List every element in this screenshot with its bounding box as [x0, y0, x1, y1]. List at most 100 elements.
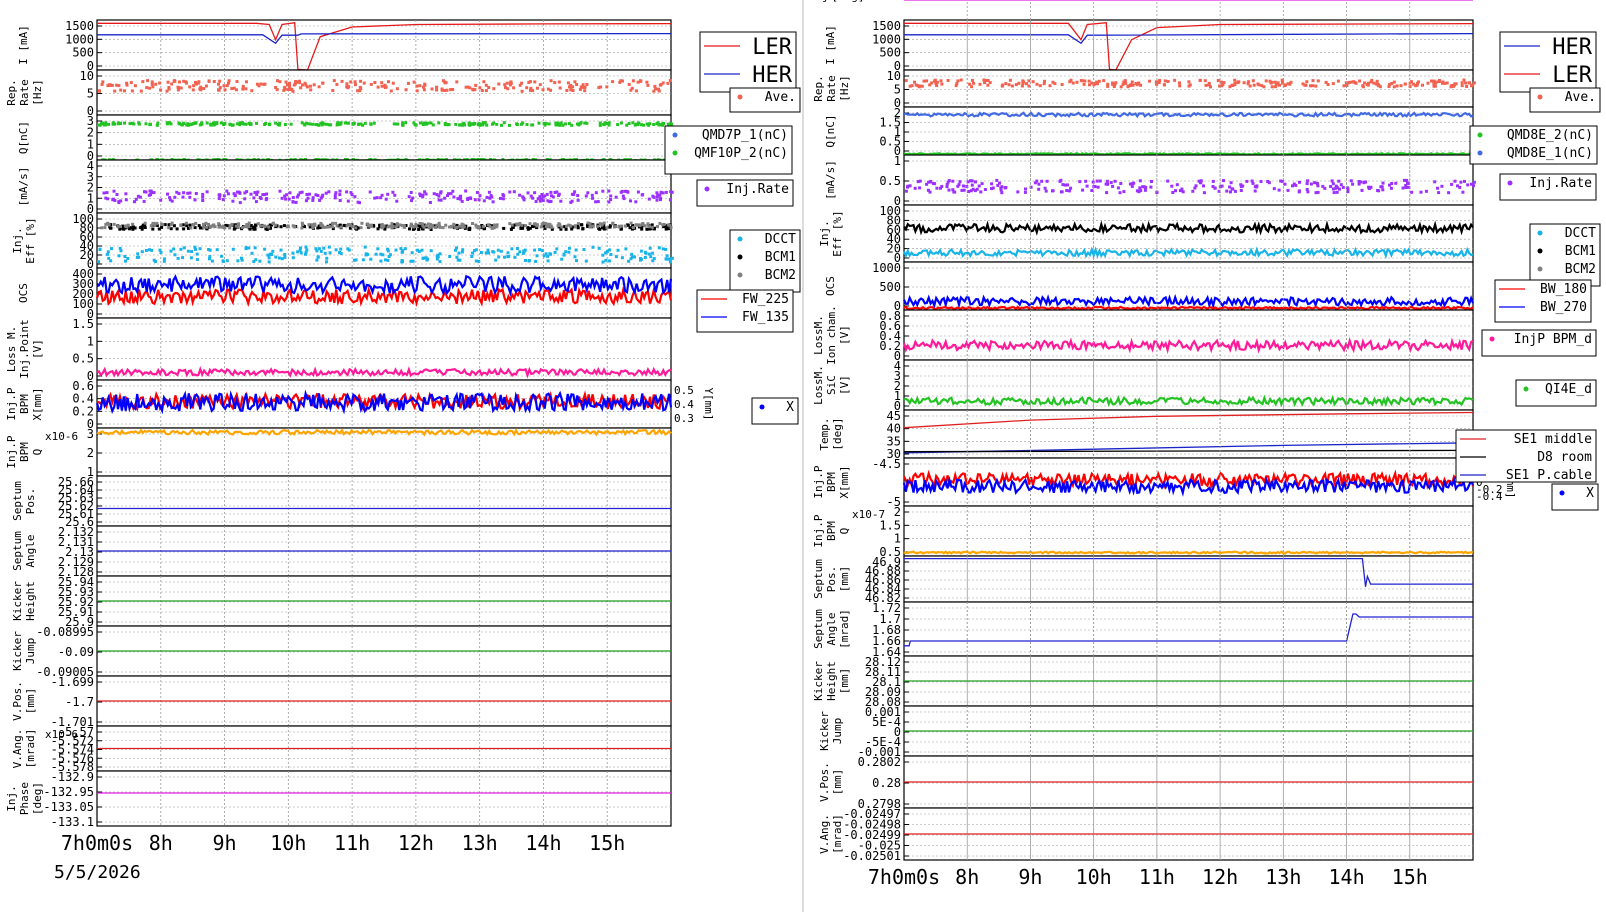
- data-point: [107, 122, 111, 126]
- data-point: [658, 196, 662, 200]
- data-point: [394, 248, 398, 252]
- data-point: [1121, 82, 1125, 86]
- data-point: [482, 199, 486, 203]
- data-point: [1178, 81, 1181, 85]
- data-point: [393, 193, 397, 197]
- data-point: [1112, 83, 1116, 87]
- data-point: [306, 196, 310, 200]
- data-point: [352, 258, 356, 262]
- data-point: [553, 250, 557, 254]
- data-point: [208, 255, 212, 259]
- data-point: [119, 249, 123, 253]
- data-point: [1306, 190, 1310, 194]
- series-line: [97, 32, 672, 45]
- data-point: [1278, 83, 1281, 87]
- data-point: [1102, 79, 1106, 83]
- y-axis-label: Kicker: [818, 711, 831, 751]
- data-point: [1375, 82, 1379, 86]
- data-point: [275, 88, 279, 92]
- legend-swatch: [1477, 150, 1483, 156]
- legend: InjP BPM_d: [1481, 329, 1597, 357]
- legend: QMD8E_2(nC)QMD8E_1(nC): [1469, 125, 1598, 165]
- data-point: [947, 188, 951, 192]
- data-point: [577, 122, 580, 126]
- data-point: [930, 81, 934, 85]
- data-point: [480, 89, 484, 92]
- data-point: [317, 85, 321, 89]
- data-point: [201, 195, 205, 199]
- data-point: [274, 223, 278, 227]
- y-tick-label: -5: [887, 495, 901, 509]
- data-point: [621, 79, 624, 83]
- data-point: [457, 251, 461, 255]
- data-point: [1027, 79, 1031, 83]
- data-point: [345, 82, 349, 86]
- data-point: [619, 190, 623, 194]
- data-point: [468, 122, 472, 126]
- y-tick-label: -5.574: [51, 743, 94, 757]
- data-point: [1209, 85, 1212, 89]
- data-point: [339, 247, 343, 251]
- data-point: [639, 79, 642, 83]
- data-point: [227, 81, 230, 85]
- data-point: [559, 121, 563, 125]
- data-point: [440, 87, 444, 91]
- data-point: [386, 225, 390, 229]
- data-point: [212, 123, 216, 127]
- data-point: [1194, 184, 1198, 188]
- data-point: [102, 191, 106, 195]
- data-point: [260, 224, 264, 228]
- y-axis-label: Q: [838, 528, 851, 535]
- y-tick-label: 25.94: [58, 575, 94, 589]
- data-point: [234, 88, 238, 92]
- y-tick-label: 5: [894, 83, 901, 97]
- data-point: [151, 85, 155, 89]
- data-point: [308, 84, 312, 88]
- data-point: [402, 225, 406, 229]
- data-point: [619, 79, 623, 83]
- data-point: [230, 222, 234, 226]
- data-point: [636, 190, 640, 194]
- data-point: [502, 194, 506, 198]
- data-point: [120, 225, 124, 229]
- y-tick-label: -0.02497: [843, 807, 901, 821]
- y-exponent: x10-6: [45, 430, 78, 443]
- data-point: [918, 186, 922, 190]
- data-point: [560, 225, 564, 229]
- data-point: [384, 197, 388, 201]
- data-point: [204, 84, 208, 88]
- data-point: [1472, 81, 1476, 85]
- data-point: [452, 195, 456, 199]
- data-point: [280, 257, 284, 261]
- data-point: [1014, 83, 1018, 87]
- data-point: [1250, 179, 1254, 183]
- data-point: [347, 223, 351, 226]
- data-point: [222, 84, 226, 88]
- data-point: [158, 81, 162, 85]
- data-point: [252, 227, 256, 231]
- data-point: [294, 80, 298, 83]
- data-point: [1092, 83, 1096, 87]
- data-point: [1069, 186, 1073, 190]
- data-point: [1321, 184, 1325, 188]
- data-point: [1128, 84, 1132, 88]
- data-point: [256, 190, 260, 194]
- data-point: [1066, 183, 1070, 187]
- data-point: [1417, 80, 1420, 84]
- data-point: [432, 224, 436, 228]
- data-point: [349, 191, 353, 195]
- legend-box: [751, 397, 799, 425]
- data-point: [188, 223, 192, 227]
- data-point: [424, 256, 428, 260]
- data-point: [945, 185, 949, 189]
- data-point: [105, 252, 109, 256]
- y-tick-label: -5.57: [58, 725, 94, 739]
- right-tick-label: -0.4: [1476, 490, 1503, 503]
- data-point: [1324, 80, 1328, 84]
- data-point: [299, 86, 303, 90]
- data-point: [339, 225, 343, 229]
- data-point: [346, 86, 350, 90]
- y-tick-label: 100: [72, 212, 94, 226]
- data-point: [960, 188, 964, 192]
- data-point: [1273, 80, 1277, 84]
